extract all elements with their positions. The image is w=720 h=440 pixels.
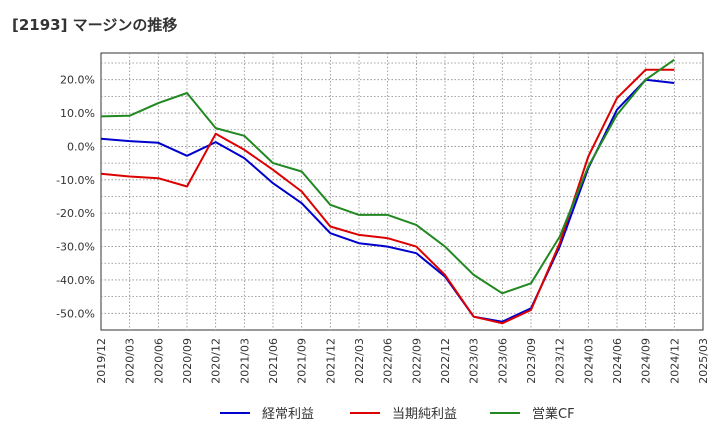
- x-tick-label: 2020/06: [152, 338, 165, 384]
- x-tick-label: 2022/06: [382, 338, 395, 384]
- x-tick-label: 2021/03: [238, 338, 251, 384]
- x-tick-label: 2024/06: [611, 338, 624, 384]
- x-tick-label: 2022/09: [410, 338, 423, 384]
- x-tick-label: 2024/12: [668, 338, 681, 384]
- y-tick-label: 10.0%: [60, 107, 95, 120]
- x-tick-label: 2023/03: [468, 338, 481, 384]
- series-line-3: [100, 58, 675, 295]
- series-line-1: [100, 78, 675, 323]
- x-tick-label: 2021/09: [296, 338, 309, 384]
- y-tick-label: -10.0%: [56, 174, 95, 187]
- x-tick-label: 2020/12: [210, 338, 223, 384]
- y-tick-label: -40.0%: [56, 274, 95, 287]
- x-tick-label: 2020/03: [124, 338, 137, 384]
- series-line-2: [100, 68, 675, 325]
- y-tick-label: -50.0%: [56, 307, 95, 320]
- x-tick-label: 2021/12: [324, 338, 337, 384]
- x-tick-label: 2020/09: [181, 338, 194, 384]
- y-tick-label: -30.0%: [56, 241, 95, 254]
- y-tick-label: 20.0%: [60, 74, 95, 87]
- x-tick-label: 2023/06: [496, 338, 509, 384]
- legend-label-3: 営業CF: [532, 406, 575, 422]
- legend-label-1: 経常利益: [262, 407, 314, 422]
- x-tick-label: 2024/03: [582, 338, 595, 384]
- plot-frame: [100, 52, 704, 331]
- x-tick-label: 2022/03: [353, 338, 366, 384]
- x-tick-label: 2023/12: [554, 338, 567, 384]
- x-tick-label: 2024/09: [640, 338, 653, 384]
- x-tick-label: 2022/12: [439, 338, 452, 384]
- legend-label-2: 当期純利益: [392, 407, 457, 422]
- x-tick-label: 2025/03: [697, 338, 710, 384]
- chart-title: [2193] マージンの推移: [12, 16, 178, 34]
- x-tick-label: 2021/06: [267, 338, 280, 384]
- y-tick-label: -20.0%: [56, 207, 95, 220]
- x-tick-label: 2019/12: [95, 338, 108, 384]
- x-tick-label: 2023/09: [525, 338, 538, 384]
- y-tick-label: 0.0%: [67, 140, 95, 153]
